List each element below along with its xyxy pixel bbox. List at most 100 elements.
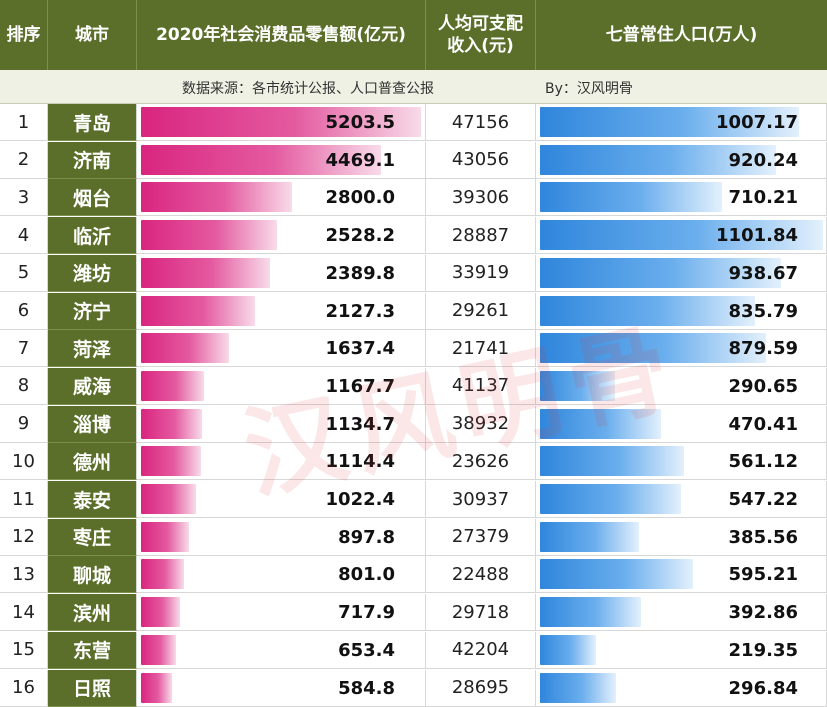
pop-value: 290.65: [728, 375, 798, 397]
pop-value: 1007.17: [716, 112, 798, 133]
income-cell: 43056: [426, 141, 536, 179]
pop-cell: 595.21: [536, 556, 827, 594]
retail-value: 1637.4: [325, 338, 395, 360]
pop-cell: 392.86: [536, 594, 827, 632]
income-cell: 29718: [426, 594, 536, 632]
pop-bar: [540, 107, 799, 137]
retail-value: 584.8: [338, 677, 395, 699]
pop-value: 920.24: [728, 149, 798, 171]
table-row: 8 威海 1167.7 41137 290.65: [0, 367, 827, 405]
city-cell: 威海: [48, 367, 137, 405]
rank-cell: 6: [0, 292, 48, 330]
retail-value: 1114.4: [325, 451, 395, 473]
pop-bar: [540, 484, 681, 514]
pop-bar: [540, 672, 617, 703]
table-row: 9 淄博 1134.7 38932 470.41: [0, 405, 827, 443]
retail-cell: 1022.4: [137, 481, 426, 518]
rank-cell: 7: [0, 330, 48, 368]
city-cell: 泰安: [48, 481, 137, 518]
city-cell: 枣庄: [48, 518, 137, 556]
city-cell: 东营: [48, 631, 137, 669]
retail-bar: [141, 446, 201, 477]
pop-bar: [540, 634, 597, 665]
pop-bar: [540, 559, 693, 590]
pop-cell: 879.59: [536, 330, 827, 368]
pop-bar: [540, 408, 661, 439]
retail-cell: 2389.8: [137, 254, 426, 292]
city-cell: 淄博: [48, 405, 137, 443]
retail-value: 897.8: [338, 526, 395, 548]
retail-bar: [141, 257, 270, 288]
table-row: 11 泰安 1022.4 30937 547.22: [0, 481, 827, 518]
retail-bar: [141, 220, 278, 251]
retail-cell: 801.0: [137, 556, 426, 594]
retail-cell: 717.9: [137, 594, 426, 632]
income-cell: 27379: [426, 518, 536, 556]
rank-cell: 3: [0, 179, 48, 217]
retail-cell: 5203.5: [137, 104, 426, 141]
pop-cell: 547.22: [536, 481, 827, 518]
city-cell: 日照: [48, 669, 137, 707]
rank-cell: 10: [0, 443, 48, 481]
header-pop: 七普常住人口(万人): [536, 0, 827, 70]
pop-cell: 385.56: [536, 518, 827, 556]
rank-cell: 8: [0, 367, 48, 405]
retail-bar: [141, 333, 230, 364]
income-cell: 29261: [426, 292, 536, 330]
table-row: 16 日照 584.8 28695 296.84: [0, 669, 827, 707]
table-row: 4 临沂 2528.2 28887 1101.84: [0, 217, 827, 255]
income-cell: 47156: [426, 104, 536, 141]
retail-bar: [141, 408, 203, 439]
retail-value: 653.4: [338, 639, 395, 661]
pop-bar: [540, 220, 823, 251]
city-cell: 济南: [48, 141, 137, 179]
city-cell: 德州: [48, 443, 137, 481]
rank-cell: 11: [0, 481, 48, 518]
table-row: 2 济南 4469.1 43056 920.24: [0, 141, 827, 179]
city-cell: 菏泽: [48, 330, 137, 368]
pop-cell: 561.12: [536, 443, 827, 481]
retail-bar: [141, 559, 185, 590]
retail-cell: 584.8: [137, 669, 426, 707]
retail-bar: [141, 672, 173, 703]
pop-cell: 290.65: [536, 367, 827, 405]
retail-cell: 1134.7: [137, 405, 426, 443]
retail-cell: 897.8: [137, 518, 426, 556]
city-cell: 烟台: [48, 179, 137, 217]
retail-cell: 653.4: [137, 631, 426, 669]
retail-value: 2389.8: [325, 262, 395, 284]
rank-cell: 9: [0, 405, 48, 443]
city-cell: 滨州: [48, 594, 137, 632]
income-cell: 38932: [426, 405, 536, 443]
retail-cell: 1637.4: [137, 330, 426, 368]
income-cell: 28887: [426, 217, 536, 255]
pop-bar: [540, 182, 723, 213]
pop-cell: 296.84: [536, 669, 827, 707]
pop-cell: 470.41: [536, 405, 827, 443]
table-row: 15 东营 653.4 42204 219.35: [0, 631, 827, 669]
income-cell: 39306: [426, 179, 536, 217]
retail-cell: 2800.0: [137, 179, 426, 217]
retail-value: 2127.3: [325, 300, 395, 322]
retail-value: 801.0: [338, 564, 395, 586]
retail-value: 717.9: [338, 602, 395, 624]
pop-value: 595.21: [728, 564, 798, 586]
pop-cell: 938.67: [536, 254, 827, 292]
pop-cell: 1007.17: [536, 104, 827, 141]
income-cell: 42204: [426, 631, 536, 669]
rank-cell: 2: [0, 141, 48, 179]
income-cell: 28695: [426, 669, 536, 707]
city-cell: 临沂: [48, 217, 137, 255]
pop-value: 392.86: [728, 602, 798, 624]
city-cell: 济宁: [48, 292, 137, 330]
pop-value: 835.79: [728, 300, 798, 322]
pop-value: 1101.84: [716, 225, 798, 247]
retail-value: 1022.4: [325, 489, 395, 510]
table-row: 5 潍坊 2389.8 33919 938.67: [0, 254, 827, 292]
retail-bar: [141, 144, 382, 175]
retail-cell: 1167.7: [137, 367, 426, 405]
pop-bar: [540, 370, 615, 401]
pop-bar: [540, 597, 641, 628]
rank-cell: 1: [0, 104, 48, 141]
retail-cell: 1114.4: [137, 443, 426, 481]
